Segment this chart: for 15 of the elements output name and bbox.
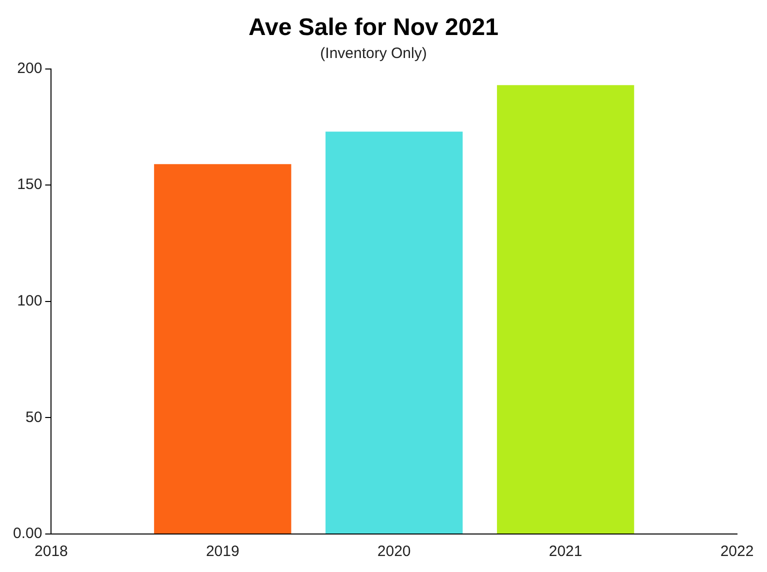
- x-tick-label: 2018: [34, 543, 68, 560]
- bar: [326, 132, 463, 534]
- y-tick-label: 50: [26, 408, 42, 426]
- x-tick-label: 2020: [377, 543, 411, 560]
- y-tick-label: 200: [17, 60, 42, 77]
- bar: [496, 85, 634, 534]
- y-tick-label: 0.00: [12, 525, 42, 542]
- x-tick-label: 2019: [206, 543, 240, 560]
- y-tick-label: 150: [17, 176, 42, 194]
- x-tick-label: 2021: [548, 543, 582, 560]
- chart-subtitle: (Inventory Only): [320, 44, 427, 62]
- x-tick-label: 2022: [720, 543, 754, 560]
- y-tick-label: 100: [17, 292, 42, 310]
- chart-title: Ave Sale for Nov 2021: [248, 14, 498, 42]
- bar: [154, 164, 292, 534]
